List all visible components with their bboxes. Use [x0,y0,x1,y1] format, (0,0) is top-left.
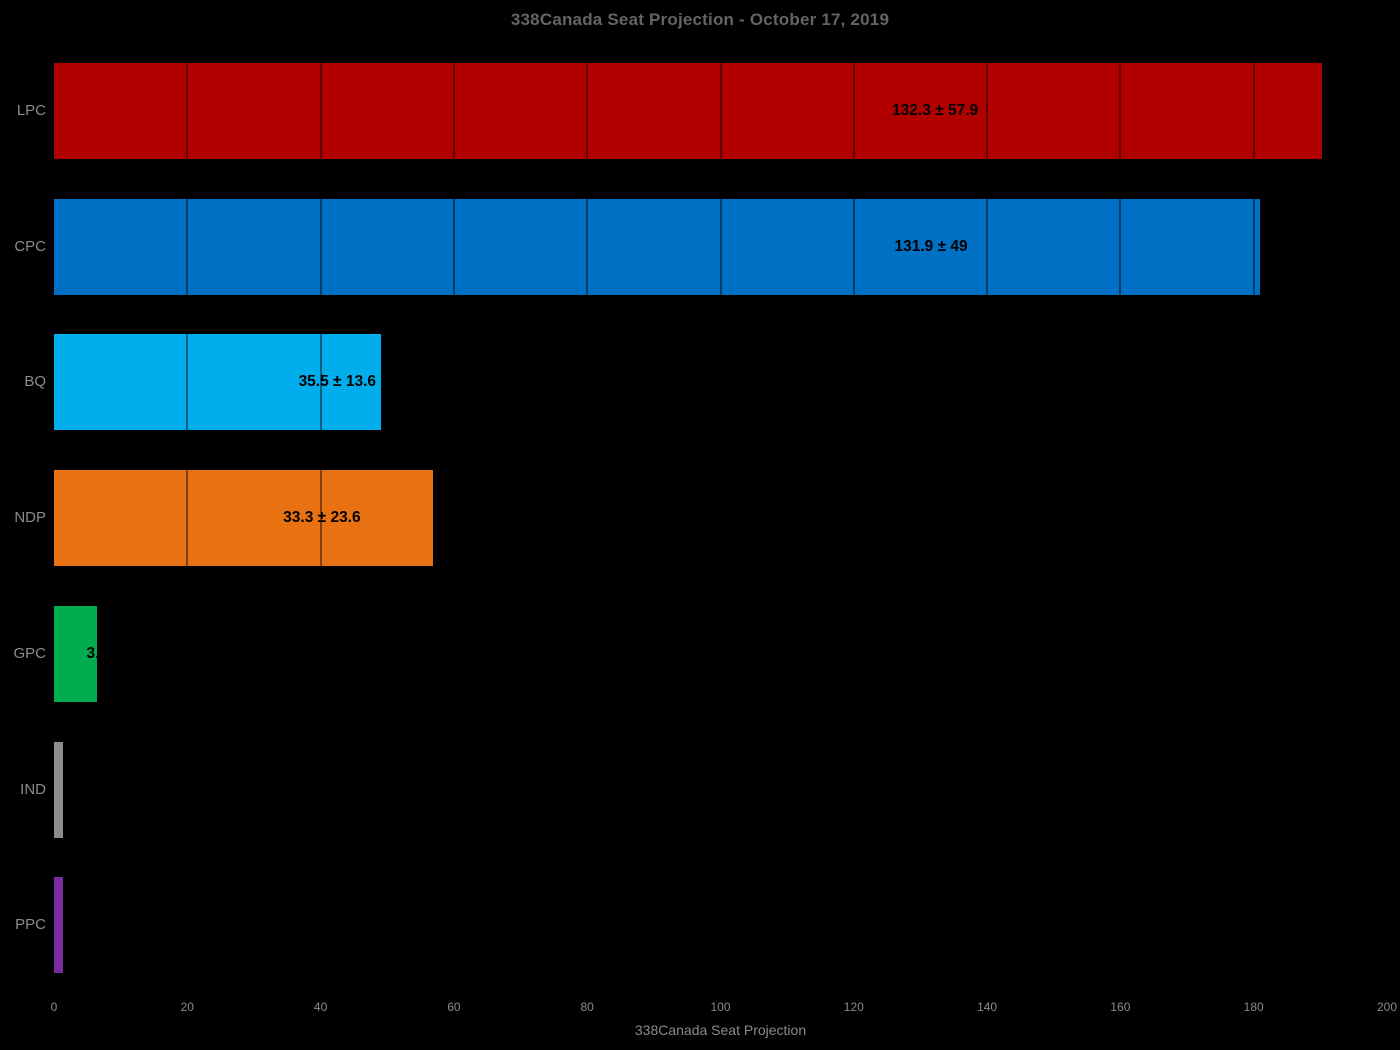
x-tick-label-60: 60 [447,1000,461,1014]
bar-value-label-bq: 35.5 ± 13.6 [298,373,377,391]
x-tick-label-140: 140 [977,1000,998,1014]
bar-ind [54,741,64,838]
bar-cpc [54,198,1260,295]
gridline-200 [1386,56,1388,984]
bar-ndp [54,470,434,567]
bar-lpc [54,63,1322,159]
y-tick-label-ndp: NDP [14,509,46,527]
y-tick-label-gpc: GPC [13,644,46,662]
y-tick-label-bq: BQ [24,373,46,391]
gridline-80 [586,56,589,984]
gridline-120 [852,56,855,984]
gridline-100 [719,56,722,984]
x-tick-label-200: 200 [1376,1000,1398,1014]
gridline-160 [1119,56,1122,984]
bar-bq [54,334,382,431]
x-axis-label: 338Canada Seat Projection [634,1022,807,1038]
x-tick-label-180: 180 [1243,1000,1264,1014]
x-tick-label-120: 120 [843,1000,864,1014]
x-tick-label-100: 100 [710,1000,731,1014]
chart-title: 338Canada Seat Projection - October 17, … [510,10,890,29]
x-tick-label-20: 20 [180,1000,194,1014]
bar-value-label-lpc: 132.3 ± 57.9 [892,102,979,119]
y-tick-label-ind: IND [20,780,46,798]
bar-gpc [54,605,98,702]
bar-value-label-cpc: 131.9 ± 49 [894,237,968,255]
gridline-60 [452,56,455,984]
x-tick-label-40: 40 [313,1000,328,1014]
bar-value-label-ndp: 33.3 ± 23.6 [283,509,361,527]
bar-ppc [54,877,64,974]
gridline-140 [986,56,989,984]
gridline-40 [319,56,322,984]
y-tick-label-lpc: LPC [16,102,46,119]
gridline-20 [186,56,189,984]
y-tick-label-cpc: CPC [14,237,46,255]
x-tick-label-160: 160 [1110,1000,1131,1014]
x-tick-label-80: 80 [580,1000,594,1014]
bar-value-label-gpc: 3. [86,644,100,662]
gridline-180 [1252,56,1255,984]
y-tick-label-ppc: PPC [15,916,46,934]
x-tick-label-0: 0 [50,1000,58,1014]
